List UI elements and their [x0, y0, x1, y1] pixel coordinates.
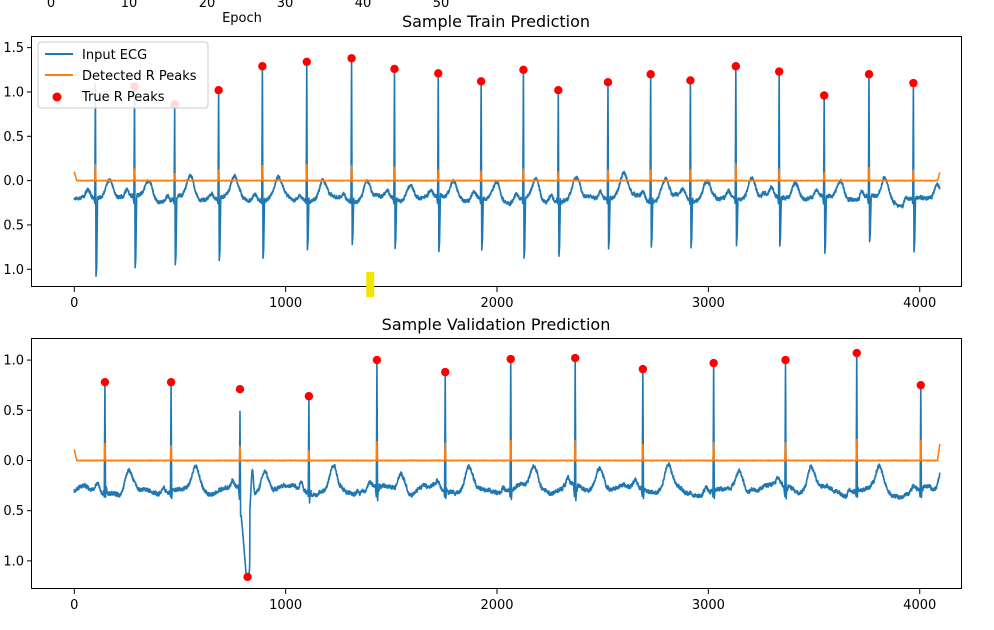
true-r-peak-point: [864, 70, 874, 79]
true-r-peak-point: [554, 85, 563, 95]
top-strip: 0 10 20 30 40 50 Epoch: [47, 0, 449, 26]
true-r-peak-point: [372, 355, 382, 365]
x-tick-label: 2000: [480, 296, 513, 311]
top-strip-tick-label: 10: [121, 0, 138, 11]
validation-prediction-plot: Sample Validation Prediction 0 1000 2000 30…: [3, 315, 962, 613]
true-r-peak-point: [638, 364, 648, 374]
legend-label-detected-r-peaks: Detected R Peaks: [82, 69, 197, 84]
true-r-peak-point: [686, 76, 695, 85]
legend-label-true-r-peaks: True R Peaks: [81, 90, 165, 105]
validation-plot-axes: 0 1000 2000 3000 4000 1.0 0.5 0.0 0.5 1.0: [3, 354, 936, 613]
validation-plot-marks: [73, 348, 941, 582]
legend-box: [37, 41, 209, 109]
true-r-peak-point: [243, 572, 252, 582]
true-r-peak-point: [709, 358, 718, 368]
top-strip-tick-label: 30: [277, 0, 294, 11]
top-strip-tick-label: 20: [199, 0, 216, 11]
x-tick-label: 1000: [269, 296, 302, 311]
true-r-peak-point: [390, 64, 399, 74]
top-strip-tick-label: 50: [433, 0, 450, 11]
y-tick-label: 1.0: [3, 85, 24, 100]
true-r-peak-point: [852, 348, 861, 358]
y-tick-label: 1.0: [3, 554, 24, 569]
plot-frame: [31, 36, 962, 287]
y-tick-label: 0.5: [3, 504, 24, 519]
x-tick-label: 1000: [269, 598, 302, 613]
true-r-peak-point: [434, 69, 443, 78]
top-strip-tick-label: 0: [47, 0, 55, 11]
true-r-peak-point: [646, 70, 655, 79]
top-strip-tick-label: 40: [355, 0, 372, 11]
true-r-peak-point: [774, 67, 784, 76]
y-tick-label: 1.5: [3, 41, 24, 56]
series-line-input-ecg: [73, 57, 941, 278]
true-r-peak-point: [302, 57, 311, 67]
true-r-peak-point: [571, 353, 580, 363]
highlight-marker: [366, 272, 375, 297]
series-line-detected-r-peaks: [73, 438, 941, 462]
top-strip-xlabel: Epoch: [222, 11, 262, 26]
series-line-input-ecg: [73, 352, 941, 578]
true-r-peak-point: [731, 62, 741, 71]
true-r-peak-point: [519, 65, 528, 75]
chart-title: Sample Validation Prediction: [382, 315, 611, 334]
legend: Input ECG Detected R Peaks True R Peaks: [37, 41, 209, 109]
x-tick-label: 0: [70, 598, 78, 613]
true-r-peak-point: [441, 367, 450, 377]
true-r-peak-point: [909, 78, 918, 88]
x-tick-label: 2000: [480, 598, 513, 613]
true-r-peak-point: [166, 377, 176, 387]
true-r-peak-point: [100, 377, 110, 387]
true-r-peak-point: [781, 355, 790, 365]
train-plot-axes: 0 1000 2000 3000 4000 1.0 0.5 0.0 0.5 1.0 1.5: [3, 41, 936, 311]
true-r-peak-point: [916, 380, 925, 390]
x-tick-label: 4000: [903, 598, 936, 613]
y-tick-label: 1.0: [3, 263, 24, 278]
legend-marker-true-r-peaks: [52, 92, 62, 102]
legend-label-input-ecg: Input ECG: [82, 48, 147, 63]
true-r-peak-point: [603, 78, 613, 87]
chart-title: Sample Train Prediction: [402, 12, 590, 31]
true-r-peak-point: [214, 85, 223, 95]
y-tick-label: 1.0: [3, 354, 24, 369]
true-r-peak-point: [476, 77, 486, 86]
y-tick-label: 0.5: [3, 130, 24, 145]
x-tick-label: 0: [70, 296, 78, 311]
x-tick-label: 4000: [903, 296, 936, 311]
series-line-detected-r-peaks: [73, 162, 941, 182]
true-r-peak-point: [506, 354, 515, 364]
train-prediction-plot: Sample Train Prediction 0 1000 2000 3000 400…: [3, 12, 962, 311]
true-r-peak-point: [258, 62, 267, 71]
y-tick-label: 0.5: [3, 218, 24, 233]
true-r-peak-point: [347, 54, 356, 63]
true-r-peak-point: [235, 385, 245, 394]
x-tick-label: 3000: [692, 296, 725, 311]
y-tick-label: 0.5: [3, 404, 24, 419]
y-tick-label: 0.0: [3, 174, 24, 189]
x-tick-label: 3000: [692, 598, 725, 613]
true-r-peak-point: [304, 392, 314, 401]
y-tick-label: 0.0: [3, 454, 24, 469]
true-r-peak-point: [819, 91, 829, 100]
plot-frame: [31, 338, 962, 589]
